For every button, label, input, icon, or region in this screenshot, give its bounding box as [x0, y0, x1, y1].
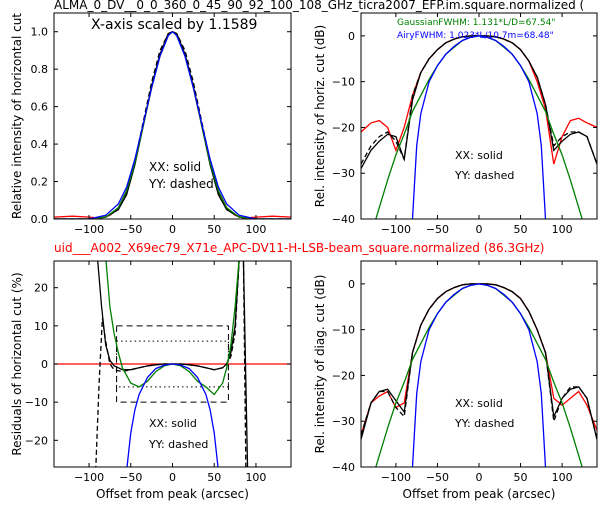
y-tick-label: 0.8 — [31, 63, 49, 76]
x-tick-label: 50 — [207, 223, 221, 236]
annotation-text: XX: solid — [455, 397, 503, 410]
tolerance-box-0 — [116, 325, 229, 403]
axes-frame — [360, 12, 598, 220]
annotation-text: XX: solid — [455, 149, 503, 162]
x-tick-label: −100 — [74, 471, 104, 484]
chart-p1: −100 −50 0 50 100 0.0 0.2 0.4 0.6 0.8 1.0 Relative … — [10, 12, 292, 236]
series-line-0 — [361, 35, 597, 165]
annotation-text: AiryFWHM: 1.023*L/10.7m=68.48" — [397, 31, 554, 41]
y-tick-label: 0 — [348, 30, 355, 43]
series-line-4 — [126, 363, 219, 467]
x-tick-label: 0 — [476, 223, 483, 236]
x-tick-label: 50 — [514, 471, 528, 484]
annotation-text: X-axis scaled by 1.1589 — [91, 17, 257, 33]
y-tick-label: −10 — [332, 76, 355, 89]
y-tick-label: 0.6 — [31, 101, 49, 114]
y-tick-label: −40 — [332, 213, 355, 226]
series-line-0 — [361, 283, 597, 436]
y-tick-label: 10 — [34, 320, 48, 333]
x-tick-label: −50 — [119, 471, 142, 484]
series-line-4 — [54, 30, 291, 219]
y-tick-label: −30 — [332, 167, 355, 180]
series-line-4 — [411, 283, 547, 467]
y-tick-label: 0.2 — [31, 176, 49, 189]
x-tick-label: 0 — [476, 471, 483, 484]
y-tick-label: 0 — [41, 358, 48, 371]
y-axis-label: Residuals of horizontal cut (%) — [10, 272, 24, 455]
series-line-2 — [361, 35, 597, 165]
series-line-4 — [411, 35, 547, 219]
x-tick-label: 100 — [245, 471, 266, 484]
x-tick-label: −50 — [426, 471, 449, 484]
annotation-text: YY: dashed — [148, 438, 208, 451]
series-line-2 — [54, 30, 291, 219]
y-tick-label: −20 — [332, 369, 355, 382]
x-tick-label: −100 — [381, 471, 411, 484]
x-tick-label: −50 — [119, 223, 142, 236]
x-tick-label: 100 — [245, 223, 266, 236]
x-tick-label: −50 — [426, 223, 449, 236]
y-axis-label: Relative intensity of horizontal cut — [10, 13, 24, 219]
x-tick-label: 50 — [207, 471, 221, 484]
y-axis-label: Rel. intensity of diag. cut (dB) — [313, 275, 327, 454]
y-tick-label: −10 — [25, 396, 48, 409]
annotation-text: XX: solid — [149, 160, 201, 174]
plot-area — [54, 261, 291, 467]
x-tick-label: 0 — [169, 223, 176, 236]
middle-title: uid___A002_X69ec79_X71e_APC-DV11-H-LSB-b… — [54, 241, 544, 255]
y-tick-label: −20 — [25, 434, 48, 447]
y-tick-label: 1.0 — [31, 26, 49, 39]
annotation-text: YY: dashed — [148, 177, 214, 191]
plot-area — [54, 30, 291, 219]
y-tick-label: 0.0 — [31, 213, 49, 226]
annotation-text: GaussianFWHM: 1.131*L/D=67.54" — [397, 18, 555, 28]
y-tick-label: −30 — [332, 415, 355, 428]
axes-frame — [360, 260, 598, 468]
y-tick-label: −10 — [332, 324, 355, 337]
x-tick-label: −100 — [74, 223, 104, 236]
x-tick-label: −100 — [381, 223, 411, 236]
annotation-text: XX: solid — [149, 417, 197, 430]
plot-area — [361, 283, 597, 467]
x-tick-label: 0 — [169, 471, 176, 484]
annotation-text: YY: dashed — [454, 417, 514, 430]
x-tick-label: 100 — [552, 471, 573, 484]
y-axis-label: Rel. intensity of horiz. cut (dB) — [313, 25, 327, 207]
annotation-text: YY: dashed — [454, 169, 514, 182]
y-tick-label: 0 — [348, 278, 355, 291]
plot-area — [361, 35, 597, 219]
y-tick-label: 20 — [34, 282, 48, 295]
y-tick-label: −40 — [332, 461, 355, 474]
series-line-2 — [95, 261, 247, 467]
y-tick-label: 0.4 — [31, 138, 49, 151]
top-title: ALMA_0_DV__0_0_360_0_45_90_92_100_108_GH… — [54, 0, 584, 12]
x-axis-label: Offset from peak (arcsec) — [96, 487, 249, 501]
x-axis-label: Offset from peak (arcsec) — [403, 487, 556, 501]
y-tick-label: −20 — [332, 121, 355, 134]
x-tick-label: 100 — [552, 223, 573, 236]
x-tick-label: 50 — [514, 223, 528, 236]
